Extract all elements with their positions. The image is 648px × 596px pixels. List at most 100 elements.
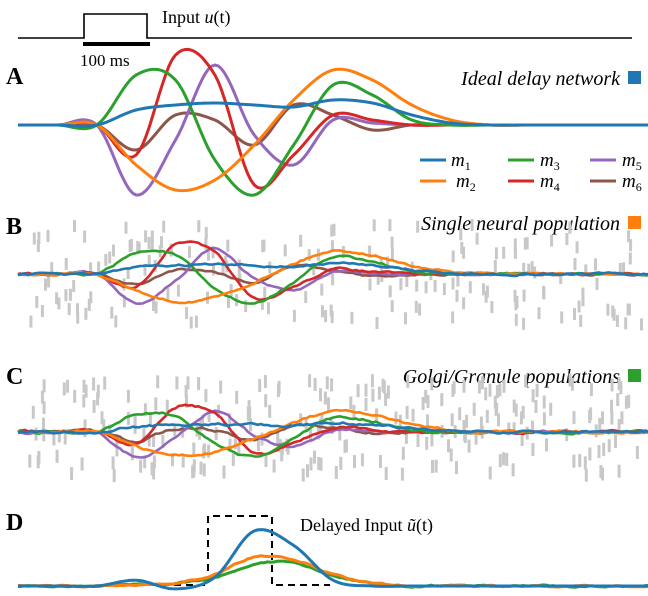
spike-mark [521, 405, 525, 419]
spike-mark [194, 315, 198, 328]
spike-mark [581, 287, 585, 300]
spike-mark [620, 411, 624, 425]
spike-mark [152, 299, 155, 311]
spike-mark [377, 386, 381, 400]
spike-mark [386, 385, 390, 399]
spike-mark [201, 415, 205, 428]
series-line-m1 [17, 421, 648, 435]
spike-mark [160, 236, 163, 249]
spike-mark [130, 440, 134, 454]
spike-mark [165, 399, 169, 413]
spike-mark [114, 315, 118, 328]
spike-mark [447, 439, 450, 453]
spike-mark [338, 427, 342, 441]
spike-mark [42, 401, 46, 415]
spike-mark [617, 377, 621, 391]
spike-mark [549, 402, 553, 416]
spike-mark [404, 430, 408, 444]
spike-mark [485, 409, 489, 423]
delayed-output-ideal_m1 [18, 528, 648, 591]
spike-mark [64, 289, 68, 302]
spike-mark [388, 285, 392, 298]
spike-mark [426, 414, 429, 428]
spike-mark [507, 422, 511, 436]
spike-mark [80, 457, 84, 471]
spike-mark [231, 452, 235, 466]
spike-mark [607, 439, 611, 453]
spike-mark [614, 435, 617, 448]
spike-mark [292, 309, 296, 322]
panel-letter: C [6, 364, 23, 390]
series-line-m1 [17, 261, 648, 278]
spike-mark [263, 286, 267, 299]
spike-mark [484, 387, 488, 401]
spike-mark [368, 278, 372, 291]
spike-mark [122, 295, 126, 308]
panel-b-series [17, 240, 648, 305]
spike-mark [72, 280, 76, 292]
panel-title: Golgi/Granule populations [403, 366, 620, 388]
spike-mark [610, 378, 614, 392]
spike-mark [197, 377, 201, 391]
spike-mark [394, 411, 398, 425]
spike-mark [50, 262, 54, 275]
spike-mark [204, 237, 208, 250]
legend-label-m3: m3 [540, 150, 560, 173]
spike-mark [207, 248, 210, 261]
spike-mark [482, 283, 485, 296]
spike-mark [617, 464, 621, 478]
spike-mark [399, 278, 403, 291]
spike-mark [226, 239, 230, 252]
series-line-m1 [18, 98, 648, 128]
spike-mark [211, 246, 215, 259]
spike-mark [520, 433, 524, 446]
spike-mark [467, 439, 471, 453]
spike-mark [512, 399, 516, 413]
legend-label-m1: m1 [451, 150, 471, 173]
spike-mark [37, 231, 41, 244]
spike-mark [268, 404, 272, 418]
spike-mark [29, 315, 33, 328]
spike-mark [96, 392, 100, 406]
spike-mark [96, 384, 100, 398]
delayed-input-label: Delayed Input ũ(t) [300, 515, 433, 536]
spike-mark [144, 230, 148, 243]
spike-mark [264, 454, 268, 467]
spike-mark [186, 376, 190, 390]
spike-mark [401, 446, 405, 460]
legend-label-m6: m6 [622, 171, 642, 194]
spike-mark [404, 312, 407, 325]
spike-mark [577, 300, 581, 313]
spike-mark [442, 283, 446, 296]
spike-mark [612, 308, 616, 321]
spike-mark [512, 422, 516, 436]
spike-mark [524, 374, 528, 388]
spike-mark [416, 220, 420, 233]
spike-mark [425, 436, 429, 450]
panel-color-marker [628, 71, 641, 84]
spike-mark [147, 254, 151, 267]
spike-mark [152, 466, 156, 480]
spike-mark [513, 246, 517, 259]
spike-mark [497, 413, 500, 427]
spike-mark [559, 272, 563, 285]
spike-mark [382, 380, 386, 394]
spike-mark [360, 453, 364, 467]
spike-mark [416, 434, 420, 447]
spike-mark [87, 298, 91, 311]
spike-mark [495, 402, 499, 416]
spike-mark [317, 457, 321, 470]
panel-letter: B [6, 214, 22, 240]
spike-mark [568, 373, 572, 387]
spike-mark [44, 278, 47, 291]
spike-mark [89, 291, 93, 304]
panel-c: C Golgi/Granule populations [6, 364, 648, 483]
spike-mark [455, 289, 459, 302]
panel-a-series [18, 47, 648, 197]
spike-mark [154, 397, 158, 411]
spike-mark [452, 381, 456, 395]
spike-mark [527, 263, 531, 276]
spike-mark [307, 249, 311, 262]
spike-mark [286, 441, 290, 455]
spike-mark [460, 242, 464, 254]
